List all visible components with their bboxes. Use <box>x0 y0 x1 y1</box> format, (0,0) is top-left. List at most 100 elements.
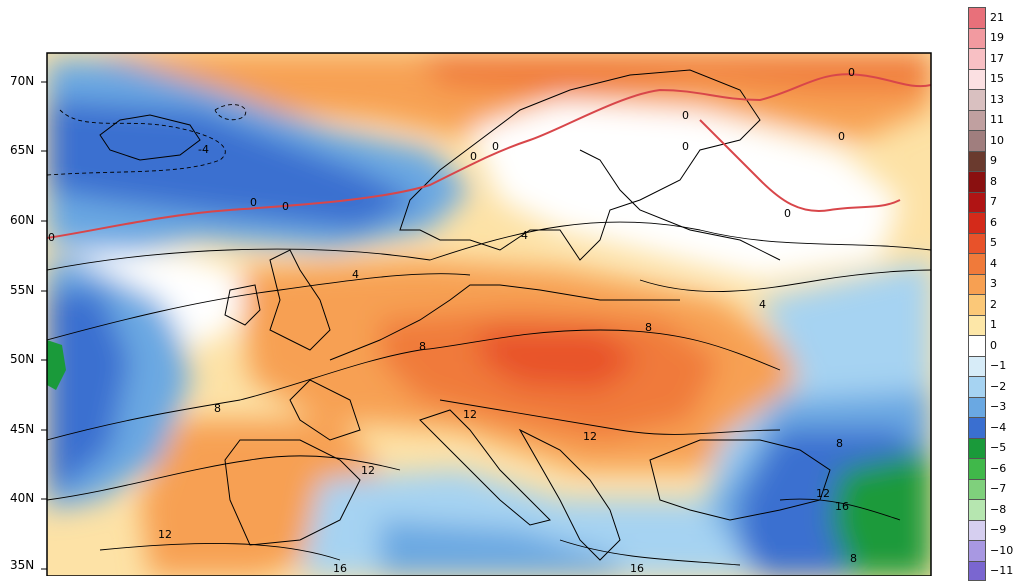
legend-item: −7 <box>968 479 1022 500</box>
legend-label: −4 <box>990 421 1006 434</box>
legend-label: −2 <box>990 380 1006 393</box>
legend-swatch <box>968 520 986 541</box>
legend-swatch <box>968 28 986 49</box>
legend-label: 5 <box>990 236 997 249</box>
legend-label: −7 <box>990 482 1006 495</box>
legend-item: 6 <box>968 212 1022 233</box>
legend-swatch <box>968 315 986 336</box>
contour-label: 0 <box>470 150 477 163</box>
legend-swatch <box>968 335 986 356</box>
legend-item: −6 <box>968 458 1022 479</box>
legend-label: 7 <box>990 195 997 208</box>
lat-label: 50N <box>10 352 34 366</box>
legend-label: −10 <box>990 544 1013 557</box>
contour-label: 4 <box>521 229 528 242</box>
contour-label: 0 <box>682 109 689 122</box>
legend-label: −11 <box>990 564 1013 577</box>
legend-item: 10 <box>968 130 1022 151</box>
legend-swatch <box>968 397 986 418</box>
contour-label: 0 <box>492 140 499 153</box>
legend-item: −10 <box>968 540 1022 561</box>
lat-label: 40N <box>10 491 34 505</box>
legend-item: 11 <box>968 110 1022 131</box>
legend-item: 5 <box>968 233 1022 254</box>
legend-swatch <box>968 438 986 459</box>
contour-label: -4 <box>198 143 209 156</box>
contour-label: 0 <box>682 140 689 153</box>
legend-swatch <box>968 7 986 28</box>
legend-label: 2 <box>990 298 997 311</box>
legend-item: −8 <box>968 499 1022 520</box>
legend-swatch <box>968 233 986 254</box>
legend-swatch <box>968 89 986 110</box>
legend-swatch <box>968 151 986 172</box>
contour-label: 8 <box>850 552 857 565</box>
legend-label: 13 <box>990 93 1004 106</box>
legend-swatch <box>968 540 986 561</box>
legend-swatch <box>968 212 986 233</box>
lat-label: 70N <box>10 74 34 88</box>
legend-label: 10 <box>990 134 1004 147</box>
legend-item: −4 <box>968 417 1022 438</box>
temperature-field <box>47 53 931 576</box>
legend-item: 0 <box>968 335 1022 356</box>
legend-item: 19 <box>968 28 1022 49</box>
legend-item: 8 <box>968 171 1022 192</box>
legend-item: −9 <box>968 520 1022 541</box>
contour-label: 0 <box>250 196 257 209</box>
legend-item: 2 <box>968 294 1022 315</box>
legend-item: −11 <box>968 561 1022 581</box>
contour-label: 0 <box>282 200 289 213</box>
legend-item: 9 <box>968 151 1022 172</box>
legend-swatch <box>968 294 986 315</box>
contour-label: 12 <box>158 528 172 541</box>
legend-label: −1 <box>990 359 1006 372</box>
legend-label: 4 <box>990 257 997 270</box>
legend-swatch <box>968 110 986 131</box>
legend-item: 4 <box>968 253 1022 274</box>
legend-label: −3 <box>990 400 1006 413</box>
legend-swatch <box>968 171 986 192</box>
legend-label: 0 <box>990 339 997 352</box>
legend-label: 21 <box>990 11 1004 24</box>
contour-label: 12 <box>816 487 830 500</box>
legend-label: 8 <box>990 175 997 188</box>
legend-label: 1 <box>990 318 997 331</box>
contour-label: 0 <box>848 66 855 79</box>
legend-item: 1 <box>968 315 1022 336</box>
legend-label: 11 <box>990 113 1004 126</box>
lat-label: 60N <box>10 213 34 227</box>
legend-label: 19 <box>990 31 1004 44</box>
legend-swatch <box>968 48 986 69</box>
contour-label: 4 <box>352 268 359 281</box>
contour-label: 8 <box>214 402 221 415</box>
legend-label: 3 <box>990 277 997 290</box>
contour-label: 12 <box>463 408 477 421</box>
lat-label: 45N <box>10 422 34 436</box>
legend-label: −9 <box>990 523 1006 536</box>
contour-label: 16 <box>630 562 644 575</box>
contour-label: 8 <box>419 340 426 353</box>
legend-label: 15 <box>990 72 1004 85</box>
legend-swatch <box>968 253 986 274</box>
legend-item: 15 <box>968 69 1022 90</box>
lat-label: 35N <box>10 558 34 572</box>
lat-label: 65N <box>10 143 34 157</box>
legend-item: −5 <box>968 438 1022 459</box>
legend-label: 9 <box>990 154 997 167</box>
legend-item: −3 <box>968 397 1022 418</box>
legend-swatch <box>968 479 986 500</box>
legend-swatch <box>968 458 986 479</box>
legend-item: 21 <box>968 7 1022 28</box>
legend-swatch <box>968 69 986 90</box>
legend-label: −5 <box>990 441 1006 454</box>
legend-label: −8 <box>990 503 1006 516</box>
contour-label: 8 <box>645 321 652 334</box>
legend-label: 6 <box>990 216 997 229</box>
legend-item: 13 <box>968 89 1022 110</box>
legend-swatch <box>968 192 986 213</box>
legend-swatch <box>968 561 986 581</box>
legend-label: −6 <box>990 462 1006 475</box>
